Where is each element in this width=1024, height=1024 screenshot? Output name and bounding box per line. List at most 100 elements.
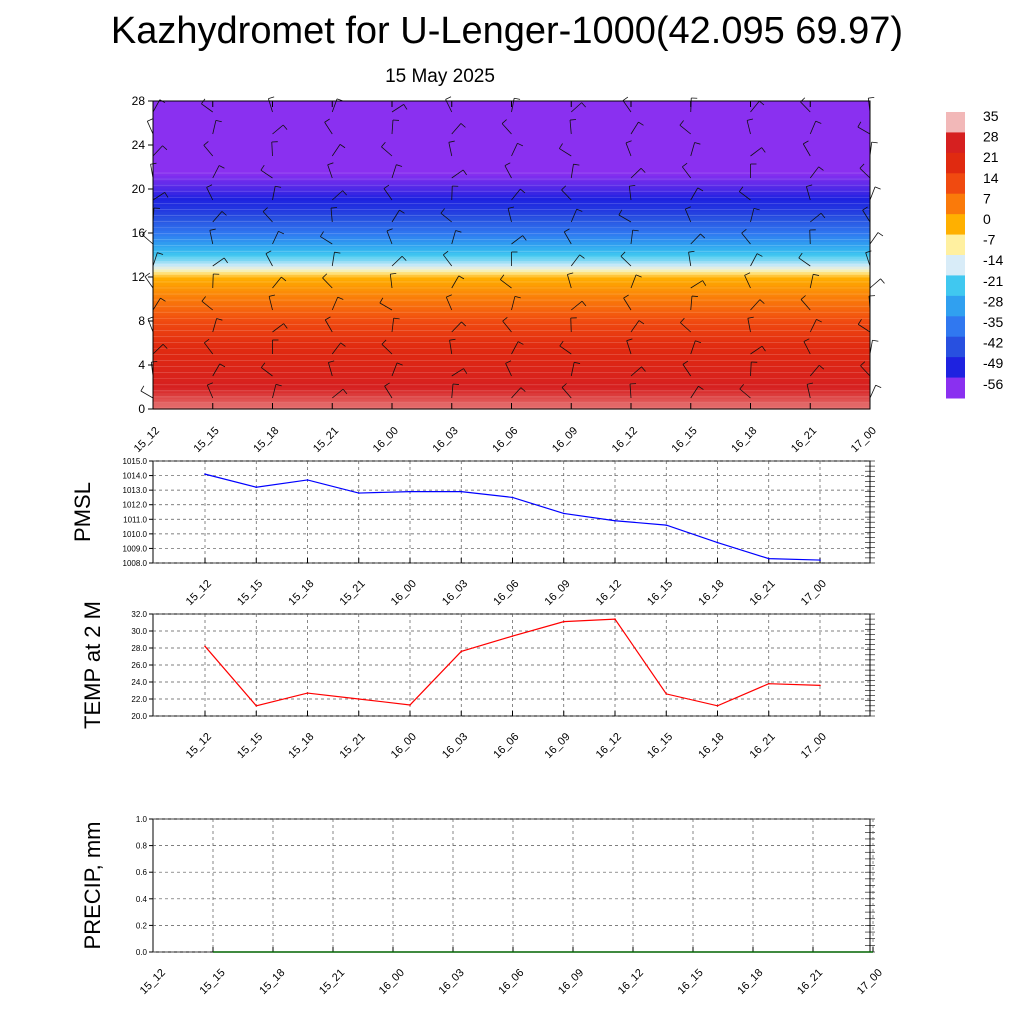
temperature-band [153, 285, 870, 289]
wind-barb [802, 143, 811, 157]
temperature-band [153, 120, 870, 124]
wind-barb-flag [691, 295, 698, 297]
wind-barb-flag [443, 250, 449, 256]
temperature-band [153, 224, 870, 229]
wind-barb-flag [452, 383, 459, 385]
wind-barb-flag [567, 272, 574, 275]
colorbar-label: 21 [983, 149, 999, 165]
x-tick-label: 16_09 [550, 425, 580, 455]
colorbar-label: -28 [983, 293, 1003, 309]
wind-barb-flag [682, 360, 689, 365]
temperature-band [153, 274, 870, 278]
temperature-band [153, 376, 870, 380]
temp2m-point [511, 635, 514, 637]
colorbar-label: -56 [983, 376, 1003, 392]
wind-barb-flag [340, 342, 346, 347]
colorbar-label: -14 [983, 252, 1003, 268]
wind-barb [379, 302, 393, 311]
wind-barb-flag [574, 361, 581, 364]
x-tick-label: 17_00 [849, 425, 879, 455]
temperature-band [153, 293, 870, 297]
x-tick-label: 16_03 [440, 731, 470, 761]
wind-barb-flag [868, 96, 875, 99]
wind-barb [570, 254, 580, 267]
wind-barb-flag [162, 343, 168, 349]
wind-barb [744, 275, 751, 289]
y-tick-label: 1010.0 [123, 530, 148, 539]
wind-barb [750, 100, 760, 113]
wind-barb [272, 231, 279, 245]
wind-barb [212, 257, 225, 267]
temperature-band [153, 296, 870, 300]
y-tick-label: 24.0 [131, 678, 147, 687]
pmsl-point [409, 490, 411, 493]
temperature-band [153, 134, 870, 138]
wind-barb-flag [327, 162, 334, 166]
wind-barb [511, 188, 521, 201]
temperature-band [153, 279, 870, 284]
wind-barb-flag [641, 366, 646, 372]
wind-barb-flag [386, 228, 393, 232]
wind-barb [739, 191, 751, 201]
wind-barb [630, 167, 642, 179]
wind-barb [690, 340, 696, 355]
wind-barb-flag [638, 320, 645, 325]
temperature-band [153, 334, 870, 339]
y-tick-label: 1008.0 [123, 559, 148, 568]
wind-barb-flag [140, 385, 145, 392]
wind-barb-flag [682, 162, 688, 168]
y-tick-label: 1014.0 [123, 472, 148, 481]
wind-barb [741, 232, 751, 245]
wind-barb-flag [325, 316, 331, 321]
colorbar-segment [946, 214, 965, 236]
wind-barb-flag [640, 167, 646, 173]
wind-barb-flag [629, 184, 636, 187]
wind-barb [204, 342, 214, 355]
wind-barb-flag [151, 360, 158, 363]
pmsl-point [665, 524, 668, 526]
wind-barb [451, 275, 460, 289]
temp2m-point [562, 620, 565, 623]
wind-barb-flag [875, 384, 882, 389]
precip-frame [152, 818, 871, 953]
temp2m-point [357, 698, 360, 700]
wind-barb [690, 142, 695, 157]
wind-barb-flag [281, 276, 287, 282]
wind-barb [806, 384, 811, 399]
wind-barb [629, 384, 632, 399]
wind-barb [451, 169, 464, 179]
wind-barb [682, 364, 692, 377]
wind-barb-flag [342, 190, 347, 196]
wind-barb [859, 167, 871, 179]
temperature-band [153, 128, 870, 132]
wind-barb-flag [142, 230, 147, 236]
wind-barb-flag [446, 294, 452, 298]
wind-barb-flag [324, 118, 330, 123]
wind-barb [152, 99, 161, 113]
temp2m-point [716, 705, 719, 707]
wind-barb [505, 363, 512, 377]
wind-barb [809, 166, 819, 179]
colorbar-label: -35 [983, 314, 1003, 330]
wind-barb-flag [504, 162, 511, 166]
temperature-band [153, 266, 870, 270]
wind-barb-flag [816, 319, 822, 323]
temperature-band [153, 367, 870, 372]
wind-barb [618, 214, 632, 223]
wind-barb [570, 208, 578, 223]
wind-barb [511, 296, 516, 311]
y-tick-label: 30.0 [131, 627, 147, 636]
temperature-band [153, 348, 870, 352]
wind-barb [690, 233, 701, 245]
y-tick-label: 28.0 [131, 644, 147, 653]
wind-barb [746, 120, 751, 135]
wind-barb-flag [761, 345, 766, 352]
x-tick-label: 16_21 [748, 731, 778, 761]
x-tick-label: 16_00 [377, 967, 407, 997]
colorbar-label: -21 [983, 273, 1003, 289]
x-tick-label: 15_15 [198, 967, 228, 997]
x-tick-label: 16_15 [670, 425, 700, 455]
wind-barb-flag [694, 142, 701, 145]
y-tick-label: 4 [138, 358, 145, 372]
wind-barb-flag [813, 273, 820, 276]
